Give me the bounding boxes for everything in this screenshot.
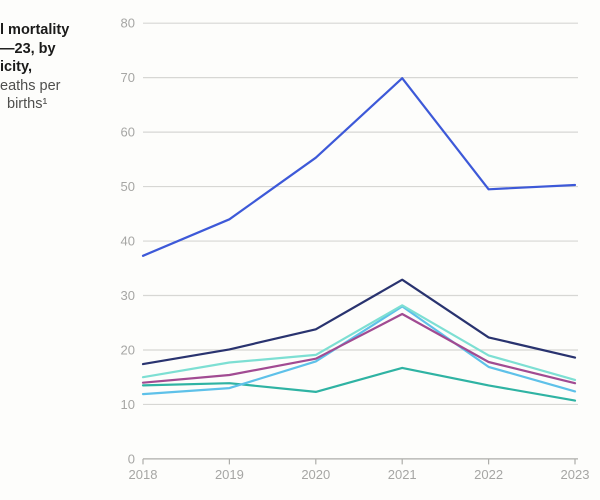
y-tick-label: 0: [128, 451, 135, 466]
x-tick-label: 2023: [561, 467, 590, 482]
title-line-2: —23, by: [0, 40, 56, 57]
chart-title: l mortality —23, by icity, eaths per bir…: [0, 21, 100, 114]
title-line-5: births¹: [7, 96, 48, 112]
y-tick-label: 30: [121, 288, 135, 303]
line-series-aquamarine: [141, 304, 577, 381]
title-line-4: eaths per: [0, 77, 61, 94]
y-tick-label: 20: [121, 342, 135, 357]
x-tick-label: 2018: [129, 467, 158, 482]
line-series-royal-blue: [141, 77, 577, 257]
line-series-green-teal: [141, 366, 577, 402]
title-line-3: icity,: [0, 59, 32, 75]
y-tick-label: 60: [121, 125, 135, 140]
x-tick-label: 2022: [474, 467, 503, 482]
x-tick-label: 2019: [215, 467, 244, 482]
y-tick-label: 50: [121, 179, 135, 194]
line-series-magenta: [141, 312, 577, 385]
line-series-navy: [141, 278, 577, 366]
title-line-1: l mortality: [0, 22, 70, 38]
y-tick-label: 70: [121, 70, 135, 85]
x-tick-label: 2020: [301, 467, 330, 482]
y-tick-label: 40: [121, 234, 135, 249]
y-tick-label: 80: [121, 16, 135, 31]
x-tick-label: 2021: [388, 467, 417, 482]
line-series-cyan: [141, 305, 577, 396]
y-tick-label: 10: [121, 397, 135, 412]
